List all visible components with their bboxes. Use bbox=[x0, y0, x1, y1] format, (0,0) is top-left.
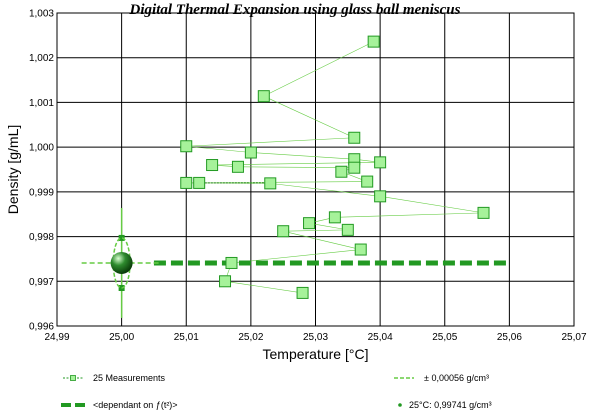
y-tick-label: 1,003 bbox=[29, 9, 54, 20]
y-tick-label: 0,998 bbox=[29, 232, 54, 243]
legend-entry-label: 25 Measurements bbox=[93, 373, 166, 383]
x-tick-label: 25,06 bbox=[497, 332, 522, 343]
measurement-connector bbox=[186, 137, 355, 147]
measurement-point bbox=[296, 286, 309, 299]
measurement-point bbox=[348, 161, 361, 174]
measurement-connecting-lines bbox=[186, 41, 484, 294]
measurement-connector bbox=[283, 229, 348, 232]
x-tick-label: 24,99 bbox=[44, 332, 69, 343]
measurement-point bbox=[341, 223, 354, 236]
x-tick-label: 25,04 bbox=[368, 332, 393, 343]
measurement-connector bbox=[186, 145, 251, 153]
measurement-point bbox=[367, 35, 380, 48]
measurement-connector bbox=[186, 181, 368, 184]
chart-title: Digital Thermal Expansion using glass ba… bbox=[129, 2, 461, 18]
measurement-point bbox=[354, 243, 367, 256]
measurement-point bbox=[257, 90, 270, 103]
x-axis-ticks: 24,99 25,00 25,01 25,02 25,03 25,04 25,05 25,06… bbox=[44, 332, 586, 343]
measurement-point bbox=[206, 159, 219, 172]
measurement-point bbox=[374, 156, 387, 169]
measurement-point bbox=[348, 131, 361, 144]
measurement-point bbox=[231, 160, 244, 173]
measurement-point bbox=[193, 176, 206, 189]
measurement-connector bbox=[263, 41, 374, 97]
x-tick-label: 25,02 bbox=[238, 332, 263, 343]
measurement-point bbox=[374, 190, 387, 203]
measurement-connector bbox=[250, 152, 355, 160]
measurement-point bbox=[244, 146, 257, 159]
measurement-point bbox=[277, 225, 290, 238]
x-tick-label: 25,05 bbox=[432, 332, 457, 343]
x-tick-label: 25,01 bbox=[174, 332, 199, 343]
measurement-connector bbox=[237, 166, 355, 169]
legend-entry-label: <dependant on ƒ(t²)> bbox=[93, 400, 178, 410]
y-tick-label: 0,999 bbox=[29, 187, 54, 198]
x-tick-label: 25,00 bbox=[109, 332, 134, 343]
x-tick-label: 25,07 bbox=[561, 332, 586, 343]
measurement-markers bbox=[180, 35, 490, 299]
measurement-point bbox=[328, 211, 341, 224]
legend-entry-label: 25°C: 0,99741 g/cm³ bbox=[409, 400, 492, 410]
measurement-connector bbox=[380, 196, 484, 214]
y-tick-label: 1,002 bbox=[29, 53, 54, 64]
measurement-connector bbox=[283, 230, 361, 250]
x-axis-title: Temperature [°C] bbox=[263, 346, 369, 362]
measurement-point bbox=[303, 217, 316, 230]
measurement-connector bbox=[334, 212, 484, 218]
y-tick-label: 0,997 bbox=[29, 277, 54, 288]
measurement-connector bbox=[263, 95, 355, 139]
measurement-point bbox=[477, 206, 490, 219]
measurement-point bbox=[264, 177, 277, 190]
measurement-point bbox=[180, 140, 193, 153]
measurement-connector bbox=[270, 183, 381, 197]
legend-reference-marker bbox=[398, 403, 402, 407]
plot-frame bbox=[56, 12, 575, 327]
legend: 25 Measurements ± 0,00056 g/cm³ <dependant… bbox=[61, 373, 492, 410]
y-axis-ticks: 0,996 0,997 0,998 0,999 1,000 1,001 1,002 1,003 bbox=[29, 9, 54, 333]
measurement-point bbox=[180, 176, 193, 189]
legend-measurements-marker bbox=[70, 375, 76, 381]
measurement-connector bbox=[231, 249, 361, 264]
y-tick-label: 1,000 bbox=[29, 143, 54, 154]
measurement-point bbox=[225, 256, 238, 269]
grid bbox=[56, 12, 575, 327]
measurement-point bbox=[361, 175, 374, 188]
x-tick-label: 25,03 bbox=[303, 332, 328, 343]
y-tick-label: 1,001 bbox=[29, 98, 54, 109]
measurement-point bbox=[219, 275, 232, 288]
y-tick-label: 0,996 bbox=[29, 322, 54, 333]
reference-point-ball bbox=[110, 251, 133, 274]
legend-entry-label: ± 0,00056 g/cm³ bbox=[424, 373, 489, 383]
measurement-connector bbox=[308, 222, 348, 231]
measurement-connector bbox=[224, 280, 303, 294]
y-axis-title: Density [g/mL] bbox=[5, 125, 21, 214]
tolerance-marker bbox=[81, 207, 162, 318]
tolerance-cap-top bbox=[118, 234, 125, 241]
measurement-point bbox=[335, 165, 348, 178]
